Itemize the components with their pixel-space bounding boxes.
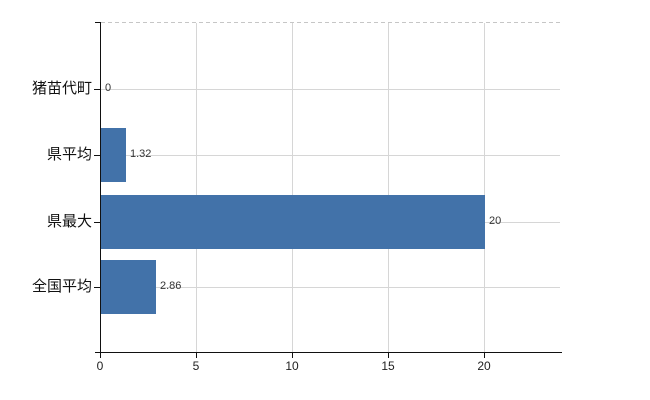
- gridline-vertical: [388, 23, 389, 352]
- x-tick-label: 5: [192, 359, 200, 373]
- gridline-vertical: [292, 23, 293, 352]
- plot-top-border: [101, 22, 560, 23]
- gridline-horizontal: [101, 287, 560, 288]
- category-label: 県平均: [46, 146, 92, 163]
- bar-value-label: 20: [489, 215, 502, 227]
- x-tick-label: 20: [477, 359, 491, 373]
- x-tick-label: 0: [96, 359, 104, 373]
- bar-value-label: 2.86: [160, 280, 182, 292]
- bar-value-label: 0: [105, 82, 112, 94]
- x-axis-line: [95, 352, 562, 353]
- y-axis-line: [100, 22, 101, 353]
- x-tick-label: 10: [285, 359, 299, 373]
- x-tick-mark: [292, 352, 293, 358]
- category-label: 猪苗代町: [31, 80, 92, 97]
- bar-value-label: 1.32: [130, 148, 152, 160]
- bar: [101, 260, 156, 314]
- gridline-vertical: [196, 23, 197, 352]
- gridline-horizontal: [101, 155, 560, 156]
- y-tick-mark: [94, 89, 100, 90]
- y-tick-mark: [94, 155, 100, 156]
- bar: [101, 195, 485, 249]
- y-tick-mark: [94, 222, 100, 223]
- gridline-horizontal: [101, 89, 560, 90]
- x-tick-mark: [484, 352, 485, 358]
- gridline-vertical: [484, 23, 485, 352]
- category-label: 全国平均: [31, 278, 92, 295]
- x-tick-mark: [388, 352, 389, 358]
- category-label: 県最大: [46, 213, 92, 230]
- y-axis-top-tick-mark: [95, 22, 100, 23]
- bar: [101, 128, 126, 182]
- x-tick-mark: [196, 352, 197, 358]
- x-tick-mark: [100, 352, 101, 358]
- y-tick-mark: [94, 287, 100, 288]
- x-tick-label: 15: [381, 359, 395, 373]
